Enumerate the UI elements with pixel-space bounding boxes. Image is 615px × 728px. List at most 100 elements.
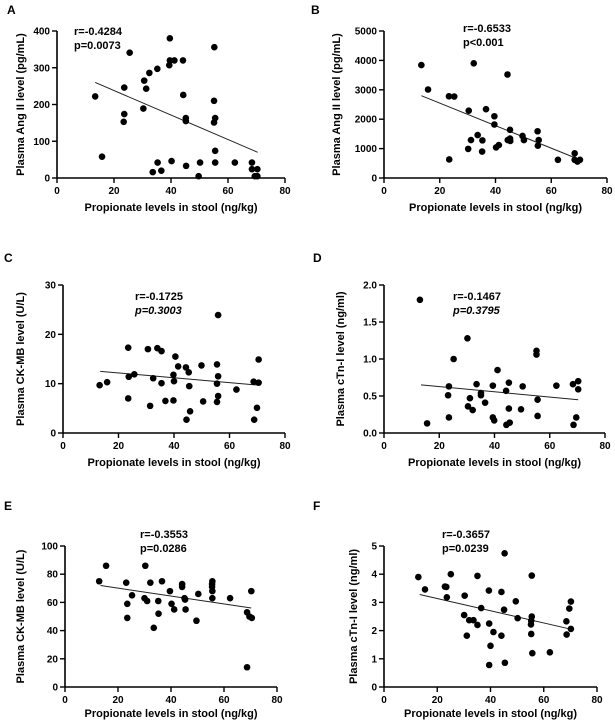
data-point bbox=[186, 407, 194, 415]
regression-line bbox=[100, 370, 259, 386]
data-point bbox=[233, 386, 240, 393]
data-point bbox=[553, 382, 560, 389]
panel-letter: E bbox=[4, 499, 12, 513]
y-tick-label: 100 bbox=[41, 542, 58, 553]
data-point bbox=[463, 632, 471, 639]
data-point bbox=[474, 572, 481, 580]
panel-c: C 0 20 40 60 80 0 10 20 30 Propionate levels in st… bbox=[4, 251, 291, 469]
data-point bbox=[170, 377, 178, 385]
y-tick-label: 4 bbox=[371, 570, 377, 581]
data-point bbox=[124, 344, 132, 351]
panel-b: B 0 20 40 60 80 0 1000 2000 3000 4000 5000 Propionat… bbox=[311, 3, 613, 214]
data-point bbox=[122, 579, 130, 586]
data-point bbox=[443, 583, 450, 591]
data-point bbox=[213, 380, 221, 387]
data-point bbox=[166, 35, 174, 42]
data-point bbox=[520, 136, 528, 144]
data-point bbox=[209, 587, 216, 595]
x-tick-label: 60 bbox=[544, 441, 556, 452]
data-point bbox=[474, 131, 481, 139]
data-point bbox=[490, 628, 497, 636]
y-tick-label: 2 bbox=[371, 626, 377, 637]
data-point bbox=[494, 366, 501, 374]
data-point bbox=[574, 386, 582, 393]
x-tick-label: 0 bbox=[54, 186, 60, 197]
data-point bbox=[123, 614, 131, 622]
panel-e: E 0 20 40 60 80 0 20 40 60 80 100 Propionate levels … bbox=[4, 499, 283, 720]
data-point bbox=[444, 391, 452, 399]
data-point bbox=[505, 405, 513, 412]
data-point bbox=[501, 550, 508, 557]
data-point bbox=[248, 165, 256, 173]
x-tick-label: 20 bbox=[434, 186, 446, 197]
data-point bbox=[154, 597, 162, 605]
data-point bbox=[211, 147, 219, 155]
data-point bbox=[504, 71, 511, 78]
data-point bbox=[570, 421, 577, 429]
data-point bbox=[254, 165, 261, 173]
y-tick-label: 5 bbox=[371, 542, 377, 553]
p-value: p=0.0073 bbox=[74, 40, 121, 52]
data-point bbox=[166, 587, 174, 595]
data-point bbox=[474, 621, 481, 629]
data-point bbox=[247, 587, 255, 595]
x-tick-label: 0 bbox=[381, 441, 387, 452]
data-point bbox=[146, 69, 153, 77]
data-point bbox=[566, 605, 573, 612]
data-point bbox=[144, 345, 152, 353]
data-point bbox=[505, 379, 513, 386]
data-point bbox=[464, 403, 472, 410]
data-point bbox=[517, 406, 525, 413]
data-point bbox=[467, 136, 475, 144]
x-axis-label: Propionate levels in stool (ng/kg) bbox=[404, 708, 577, 720]
data-point bbox=[98, 153, 106, 160]
x-tick-label: 40 bbox=[168, 441, 180, 452]
data-point bbox=[158, 167, 165, 174]
data-point bbox=[193, 617, 200, 625]
data-point bbox=[563, 631, 570, 638]
data-point bbox=[226, 594, 234, 602]
data-point bbox=[443, 594, 451, 601]
data-point bbox=[165, 61, 173, 69]
y-axis-label: Plasma cTn-I level (ng/ml) bbox=[335, 291, 347, 426]
data-point bbox=[506, 137, 514, 145]
data-point bbox=[563, 617, 570, 625]
data-point bbox=[170, 371, 177, 379]
x-tick-label: 40 bbox=[165, 186, 177, 197]
data-point bbox=[214, 372, 222, 380]
y-tick-label: 60 bbox=[47, 598, 59, 609]
data-point bbox=[248, 614, 256, 622]
x-tick-label: 60 bbox=[218, 695, 230, 706]
data-point bbox=[158, 577, 166, 585]
panel-letter: A bbox=[7, 3, 16, 17]
x-tick-label: 20 bbox=[112, 695, 124, 706]
data-point bbox=[248, 159, 256, 166]
data-point bbox=[170, 606, 178, 613]
data-point bbox=[120, 84, 128, 91]
x-tick-label: 20 bbox=[434, 441, 446, 452]
y-tick-label: 0 bbox=[44, 174, 50, 185]
data-point bbox=[477, 604, 485, 612]
data-point bbox=[527, 621, 535, 628]
y-tick-label: 20 bbox=[47, 654, 59, 665]
data-point bbox=[213, 398, 221, 406]
data-point bbox=[154, 159, 161, 166]
data-point bbox=[199, 398, 207, 405]
data-point bbox=[182, 162, 190, 170]
data-point bbox=[172, 353, 179, 360]
data-point bbox=[481, 399, 489, 406]
data-point bbox=[470, 60, 478, 67]
correlation-r: r=-0.3553 bbox=[140, 529, 188, 541]
data-point bbox=[498, 588, 505, 596]
x-tick-label: 20 bbox=[113, 441, 125, 452]
data-point bbox=[571, 150, 578, 157]
data-point bbox=[528, 572, 536, 579]
data-point bbox=[253, 404, 261, 412]
data-point bbox=[527, 630, 535, 638]
y-tick-label: 1.5 bbox=[363, 318, 377, 329]
data-point bbox=[500, 606, 508, 614]
data-point bbox=[158, 379, 165, 387]
x-tick-label: 80 bbox=[601, 186, 613, 197]
data-point bbox=[473, 380, 480, 388]
x-tick-label: 60 bbox=[546, 186, 558, 197]
